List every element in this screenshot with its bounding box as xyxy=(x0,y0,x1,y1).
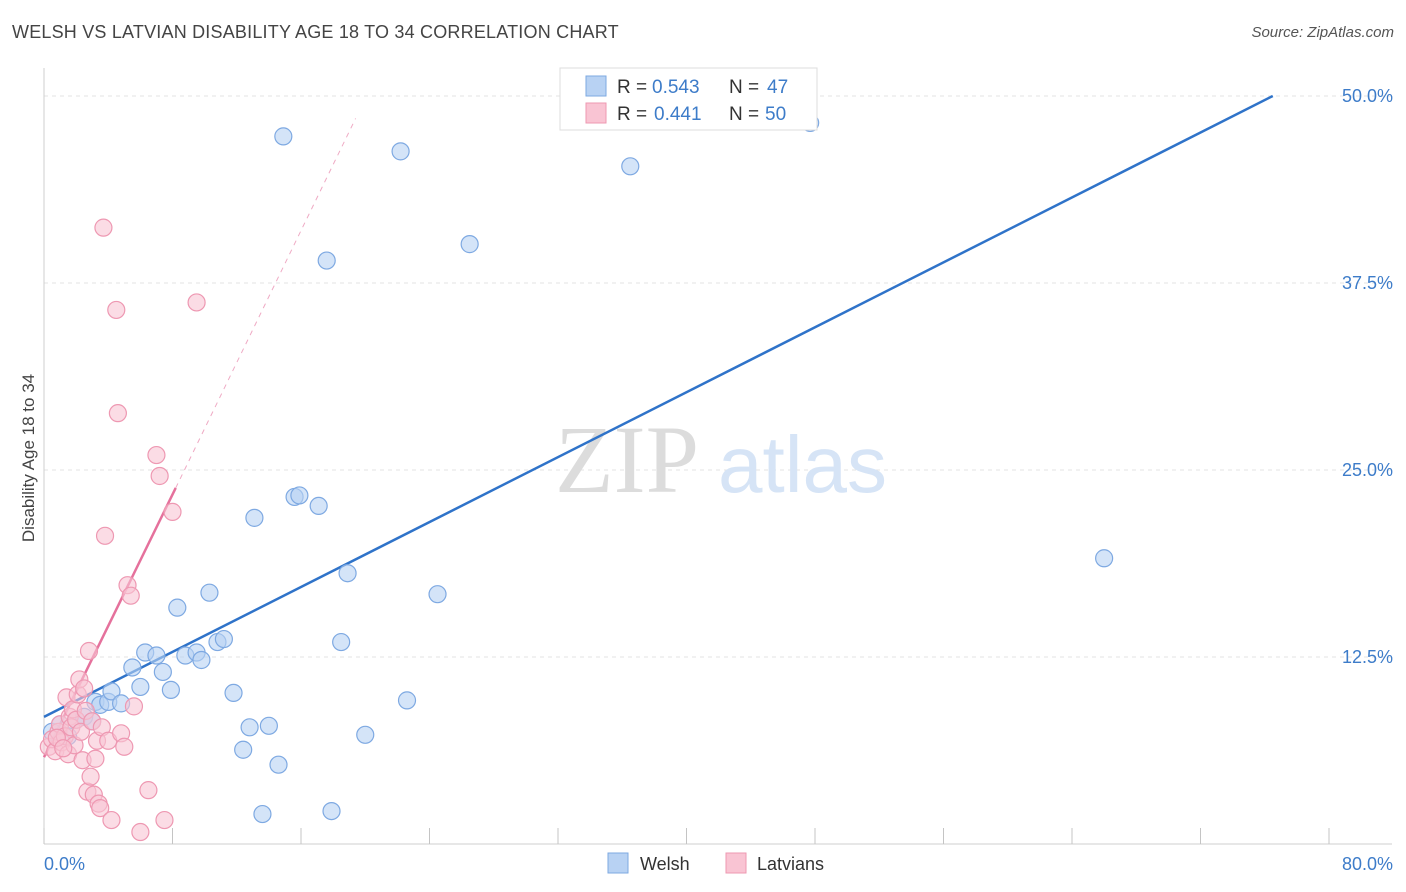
welsh-point xyxy=(317,251,336,270)
y-axis-label: Disability Age 18 to 34 xyxy=(19,374,38,542)
welsh-point xyxy=(102,682,121,701)
welsh-point xyxy=(309,496,328,516)
welsh-point xyxy=(332,632,351,652)
welsh-point xyxy=(161,680,180,700)
welsh-point xyxy=(123,658,142,677)
welsh-point xyxy=(338,564,357,583)
welsh-point xyxy=(397,691,417,710)
y-tick-labels: 12.5% 25.0% 37.5% 50.0% xyxy=(1342,86,1393,667)
latvian-point xyxy=(95,526,115,545)
stats-legend: R = 0.543 N = 47 R = 0.441 N = 50 xyxy=(559,67,818,131)
latvian-point xyxy=(163,502,182,521)
latvian-point xyxy=(71,722,91,741)
welsh-point xyxy=(259,716,278,735)
y-tick-label: 37.5% xyxy=(1342,273,1393,293)
welsh-point xyxy=(224,683,243,703)
welsh-point xyxy=(214,629,233,649)
welsh-swatch xyxy=(585,75,607,97)
welsh-point xyxy=(240,718,259,737)
latvians-r-value: 0.441 xyxy=(654,104,702,125)
legend-item-welsh: Welsh xyxy=(607,852,690,874)
welsh-point xyxy=(621,157,640,176)
watermark: ZIP atlas xyxy=(555,406,887,513)
series-legend: Welsh Latvians xyxy=(607,852,824,874)
legend-welsh-label: Welsh xyxy=(640,854,690,874)
x-tick-label-max: 80.0% xyxy=(1342,854,1393,874)
legend-welsh-swatch xyxy=(607,852,629,874)
welsh-point xyxy=(245,508,264,527)
latvian-point xyxy=(121,586,140,605)
welsh-point xyxy=(234,740,253,759)
latvian-point xyxy=(81,767,100,786)
chart-title: WELSH VS LATVIAN DISABILITY AGE 18 TO 34… xyxy=(12,22,619,42)
welsh-point xyxy=(1095,549,1114,568)
latvian-point xyxy=(115,737,134,756)
welsh-point xyxy=(200,583,219,602)
latvian-point xyxy=(187,293,206,312)
latvian-point xyxy=(107,300,126,320)
y-tick-label: 12.5% xyxy=(1342,647,1393,667)
latvian-point xyxy=(91,798,110,818)
latvian-trend-line-extension xyxy=(175,118,357,489)
x-tick-label-min: 0.0% xyxy=(44,854,85,874)
welsh-point xyxy=(253,804,272,824)
legend-item-latvians: Latvians xyxy=(725,852,824,874)
welsh-point xyxy=(274,127,293,146)
latvian-point xyxy=(108,404,127,423)
latvian-point xyxy=(75,679,94,698)
welsh-point xyxy=(428,585,447,604)
latvians-n-label: N = xyxy=(729,104,759,125)
y-tick-label: 25.0% xyxy=(1342,460,1393,480)
welsh-point xyxy=(391,142,410,161)
welsh-n-value: 47 xyxy=(767,77,788,98)
latvian-point xyxy=(124,697,144,716)
welsh-point xyxy=(131,677,150,697)
latvian-point xyxy=(102,810,121,830)
y-tick-label: 50.0% xyxy=(1342,86,1393,106)
welsh-n-label: N = xyxy=(729,77,759,98)
watermark-zip: ZIP xyxy=(555,406,699,513)
welsh-point xyxy=(147,646,166,665)
welsh-r-label: R = xyxy=(617,77,647,98)
latvians-r-label: R = xyxy=(617,104,647,125)
latvian-point xyxy=(131,822,150,842)
watermark-atlas: atlas xyxy=(718,420,887,509)
welsh-point xyxy=(192,650,211,670)
welsh-point xyxy=(153,662,172,682)
latvian-point xyxy=(94,218,113,237)
grid-lines xyxy=(44,95,1392,658)
data-points xyxy=(39,113,1114,842)
latvian-point xyxy=(79,641,99,661)
welsh-point xyxy=(168,598,187,617)
welsh-point xyxy=(322,801,341,821)
welsh-point xyxy=(356,725,375,744)
welsh-point xyxy=(290,486,309,505)
latvian-point xyxy=(150,466,169,486)
legend-latvians-swatch xyxy=(725,852,747,874)
welsh-trend-line xyxy=(43,94,1274,718)
latvian-point xyxy=(147,445,166,465)
latvian-point xyxy=(54,739,73,758)
welsh-point xyxy=(269,755,288,774)
latvian-point xyxy=(86,749,105,768)
stats-legend-latvians: R = 0.441 N = 50 xyxy=(585,102,786,125)
stats-legend-welsh: R = 0.543 N = 47 xyxy=(585,75,788,98)
welsh-r-value: 0.543 xyxy=(652,77,700,98)
latvian-point xyxy=(155,810,174,830)
latvian-point xyxy=(139,781,158,800)
x-tick-labels: 0.0% 80.0% xyxy=(44,854,1393,874)
legend-latvians-label: Latvians xyxy=(757,854,824,874)
source-credit: Source: ZipAtlas.com xyxy=(1251,24,1394,41)
axes xyxy=(43,68,1392,845)
latvians-swatch xyxy=(585,102,607,124)
latvians-n-value: 50 xyxy=(765,104,786,125)
welsh-point xyxy=(460,235,479,254)
